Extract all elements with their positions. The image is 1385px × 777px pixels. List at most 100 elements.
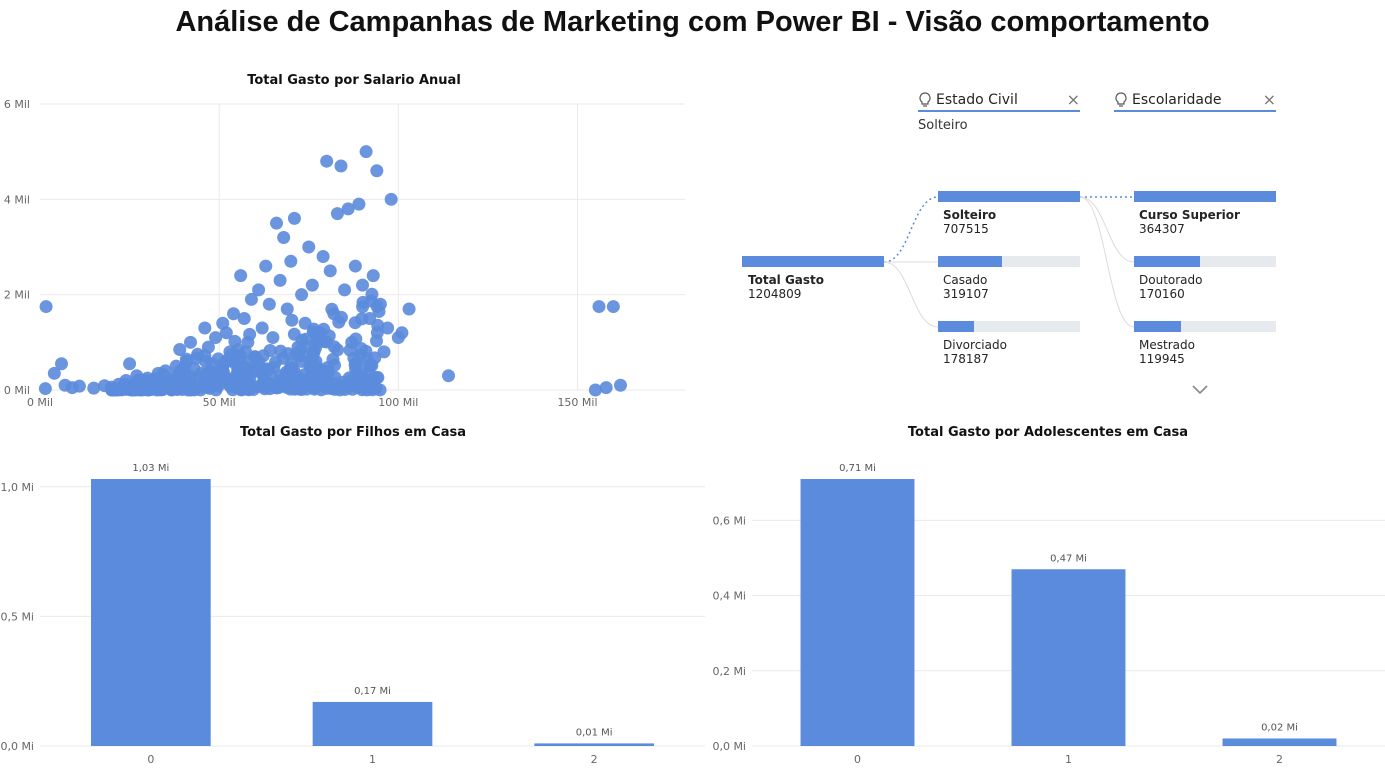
- scatter-point: [599, 381, 613, 395]
- y-tick-label: 0 Mil: [4, 384, 30, 397]
- scatter-point: [336, 375, 350, 389]
- decomp-bar-fill: [742, 256, 884, 267]
- lightbulb-icon: [919, 91, 931, 107]
- page-title: Análise de Campanhas de Marketing com Po…: [175, 6, 1210, 38]
- bar: [800, 479, 915, 746]
- data-label: 0,02 Mi: [1261, 722, 1298, 733]
- scatter-point: [178, 375, 192, 389]
- scatter-point: [348, 259, 362, 273]
- scatter-point: [47, 366, 61, 380]
- decomp-node-label: Mestrado: [1139, 338, 1195, 352]
- close-icon[interactable]: ×: [1066, 90, 1080, 109]
- data-label: 0,01 Mi: [576, 727, 613, 738]
- y-tick-label: 1,0 Mi: [0, 481, 34, 494]
- decomp-bar-fill: [938, 191, 1080, 202]
- chevron-down-icon[interactable]: [1192, 383, 1208, 395]
- decomp-node-mestrado[interactable]: Mestrado 119945: [1134, 321, 1276, 366]
- x-tick-label: 2: [1276, 753, 1283, 766]
- scatter-point: [263, 343, 277, 357]
- scatter-point: [606, 300, 620, 314]
- decomp-bar-fill: [938, 256, 1003, 267]
- bar: [534, 743, 655, 746]
- scatter-point: [368, 351, 382, 365]
- scatter-point: [187, 383, 201, 397]
- x-tick-label: 50 Mil: [203, 396, 236, 409]
- decomp-node-curso-superior[interactable]: Curso Superior 364307: [1134, 191, 1276, 236]
- adolescentes-bar-chart[interactable]: 0,0 Mi 0,2 Mi 0,4 Mi 0,6 Mi 0,71 Mi 0 0,47 Mi 1…: [700, 445, 1385, 775]
- scatter-point: [219, 326, 233, 340]
- y-tick-label: 0,0 Mi: [712, 740, 746, 753]
- scatter-point: [341, 202, 355, 216]
- decomp-bar-fill: [1134, 256, 1201, 267]
- scatter-point: [165, 381, 179, 395]
- slicer-escolaridade[interactable]: Escolaridade ×: [1114, 90, 1276, 112]
- scatter-point: [281, 347, 295, 361]
- scatter-point: [381, 321, 395, 335]
- scatter-point: [292, 370, 306, 384]
- scatter-point: [105, 383, 119, 397]
- scatter-point: [184, 335, 197, 349]
- scatter-point: [270, 216, 283, 230]
- decomp-bar-fill: [938, 321, 974, 332]
- y-tick-label: 0,5 Mi: [0, 610, 34, 623]
- decomp-node-label: Curso Superior: [1139, 208, 1240, 222]
- decomp-node-doutorado[interactable]: Doutorado 170160: [1134, 256, 1276, 301]
- scatter-point: [270, 381, 284, 395]
- scatter-point: [370, 299, 384, 313]
- scatter-point: [352, 197, 366, 211]
- scatter-point: [291, 382, 305, 396]
- filhos-bar-chart[interactable]: 0,0 Mi 0,5 Mi 1,0 Mi 1,03 Mi 0 0,17 Mi 1 0,01 M…: [0, 445, 705, 775]
- decomp-node-divorciado[interactable]: Divorciado 178187: [938, 321, 1080, 366]
- scatter-point: [370, 164, 384, 178]
- scatter-point: [295, 288, 309, 302]
- lightbulb-icon: [1115, 91, 1127, 107]
- scatter-chart[interactable]: 0 Mil 2 Mil 4 Mil 6 Mil 0 Mil 50 Mil 100 Mil 15…: [0, 90, 700, 420]
- scatter-point: [330, 207, 344, 221]
- scatter-point: [273, 273, 287, 287]
- y-tick-label: 0,4 Mi: [712, 590, 746, 603]
- slicer-estado-civil[interactable]: Estado Civil × Solteiro: [918, 90, 1080, 133]
- x-tick-label: 0 Mil: [27, 396, 53, 409]
- close-icon[interactable]: ×: [1262, 90, 1276, 109]
- scatter-point: [55, 357, 68, 371]
- scatter-point: [334, 159, 348, 173]
- decomp-node-casado[interactable]: Casado 319107: [938, 256, 1080, 301]
- scatter-point: [237, 312, 251, 325]
- scatter-point: [349, 332, 363, 346]
- scatter-point: [259, 259, 273, 273]
- decomp-node-value: 707515: [943, 222, 989, 236]
- scatter-point: [384, 192, 398, 206]
- scatter-point: [146, 378, 160, 392]
- decomp-node-solteiro[interactable]: Solteiro 707515: [938, 191, 1080, 236]
- decomp-node-label: Divorciado: [943, 338, 1007, 352]
- scatter-point: [320, 335, 334, 349]
- scatter-point: [284, 254, 298, 268]
- scatter-point: [365, 372, 379, 386]
- scatter-point: [442, 369, 455, 383]
- scatter-point: [252, 283, 266, 297]
- slicer-escolaridade-label: Escolaridade: [1132, 91, 1222, 108]
- scatter-point: [351, 377, 365, 391]
- scatter-point: [592, 300, 606, 314]
- scatter-point: [203, 376, 217, 390]
- x-tick-label: 1: [369, 753, 376, 766]
- decomp-bar-fill: [1134, 321, 1181, 332]
- scatter-point: [255, 321, 269, 335]
- scatter-point: [87, 381, 101, 395]
- scatter-point: [310, 360, 324, 374]
- data-label: 1,03 Mi: [132, 463, 169, 474]
- scatter-point: [306, 348, 320, 362]
- scatter-point: [395, 326, 409, 340]
- scatter-point: [245, 354, 259, 368]
- scatter-point: [175, 363, 189, 377]
- y-tick-label: 0,0 Mi: [0, 740, 34, 753]
- decomp-node-value: 178187: [943, 352, 989, 366]
- decomp-node-root[interactable]: Total Gasto 1204809: [742, 256, 884, 301]
- x-tick-label: 0: [854, 753, 861, 766]
- x-tick-label: 100 Mil: [378, 396, 418, 409]
- scatter-point: [198, 321, 212, 335]
- scatter-point: [356, 278, 369, 292]
- x-tick-label: 0: [147, 753, 154, 766]
- scatter-point: [223, 373, 237, 387]
- scatter-point: [38, 382, 52, 396]
